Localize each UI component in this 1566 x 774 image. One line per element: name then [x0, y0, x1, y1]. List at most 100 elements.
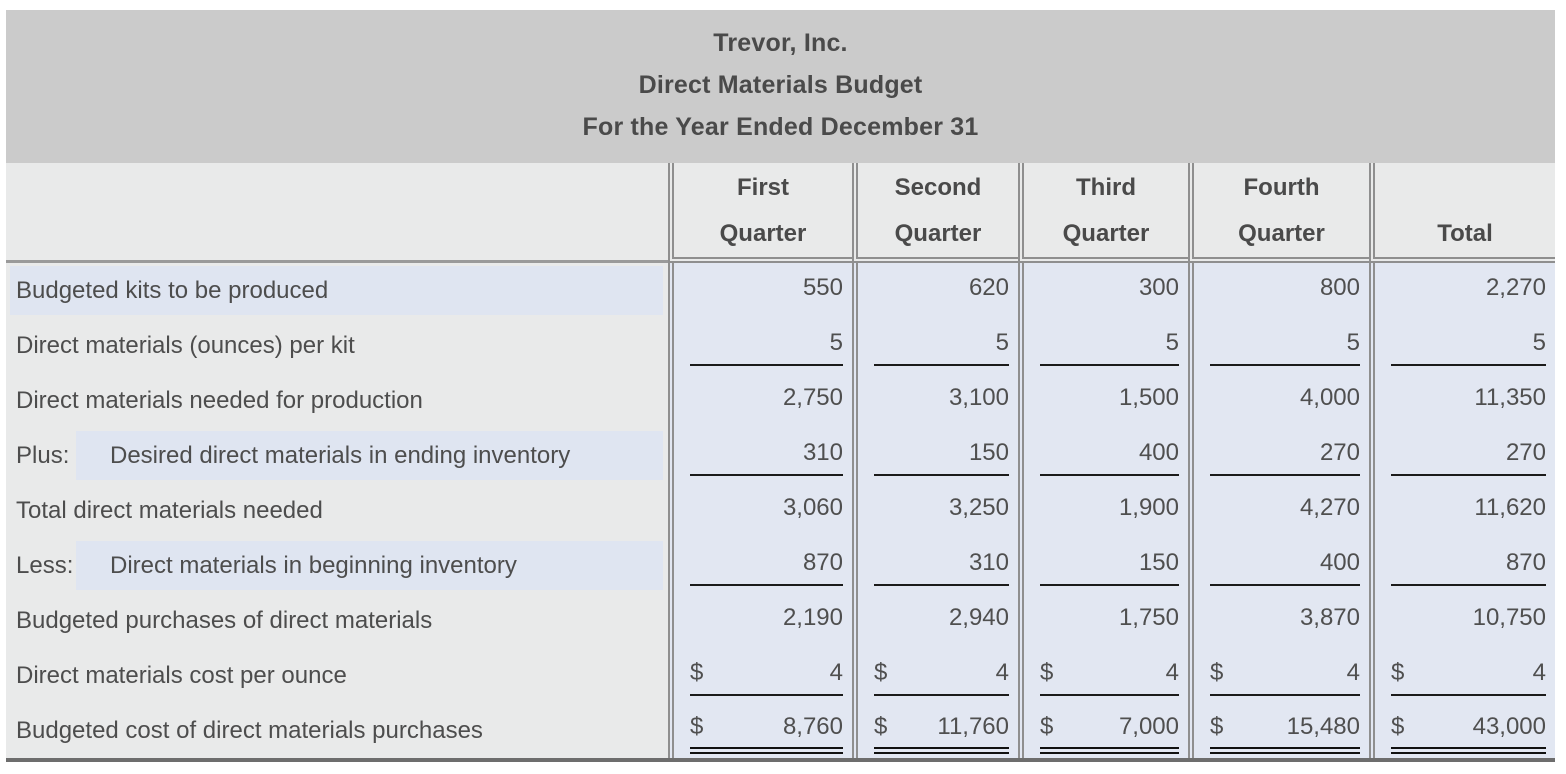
cell-value: 4: [1532, 659, 1546, 686]
value-line: 800: [1210, 274, 1360, 311]
value-line: 2,750: [690, 384, 843, 421]
cell-value: 270: [1505, 439, 1546, 466]
currency-symbol: $: [1210, 659, 1224, 686]
row-label: Direct materials cost per ounce: [16, 661, 347, 689]
row-label-highlight: Desired direct materials in ending inven…: [76, 431, 663, 480]
cell-value: 870: [802, 549, 843, 576]
report-period: For the Year Ended December 31: [582, 113, 979, 141]
cell-value: 10,750: [1472, 604, 1546, 631]
budget-grid: First Quarter Second Quarter Third Quart…: [6, 163, 1555, 758]
value-line: 3,870: [1210, 604, 1360, 641]
row-label-cell: Total direct materials needed: [6, 483, 668, 538]
cell-value: 5: [1165, 329, 1179, 356]
cell-value: 7,000: [1118, 713, 1179, 740]
currency-symbol: $: [874, 659, 888, 686]
report-title: Direct Materials Budget: [638, 71, 923, 99]
currency-symbol: $: [1391, 659, 1405, 686]
value-line: 3,060: [690, 494, 843, 531]
value-cell: 1,900: [1018, 483, 1188, 538]
cell-value: 400: [1138, 439, 1179, 466]
cell-value: 1,500: [1118, 384, 1179, 411]
cell-value: 4: [1165, 659, 1179, 686]
underlined-value-line: 5: [1040, 329, 1179, 366]
underlined-value-line: 870: [690, 549, 843, 586]
value-cell: 4,270: [1188, 483, 1369, 538]
cell-value: 5: [995, 329, 1009, 356]
cell-value: 43,000: [1472, 713, 1546, 740]
value-cell: 4,000: [1188, 373, 1369, 428]
cell-value: 3,250: [948, 494, 1009, 521]
row-label-cell: Direct materials cost per ounce: [6, 648, 668, 703]
row-label-cell: Direct materials (ounces) per kit: [6, 318, 668, 373]
underlined-value-line: 5: [874, 329, 1009, 366]
currency-symbol: $: [690, 659, 704, 686]
column-header-line1: First: [736, 174, 789, 201]
row-label: Budgeted cost of direct materials purcha…: [16, 716, 483, 744]
underlined-value-line: $8,760: [690, 713, 843, 754]
value-cell: $4: [1188, 648, 1369, 703]
row-label: Direct materials (ounces) per kit: [16, 331, 355, 359]
underlined-value-line: 270: [1210, 439, 1360, 476]
row-label: Total direct materials needed: [16, 496, 323, 524]
cell-value: 800: [1319, 274, 1360, 301]
value-cell: 10,750: [1369, 593, 1555, 648]
cell-value: 5: [829, 329, 843, 356]
cell-value: 550: [802, 274, 843, 301]
underlined-value-line: 310: [690, 439, 843, 476]
cell-value: 3,060: [782, 494, 843, 521]
cell-value: 4,270: [1299, 494, 1360, 521]
cell-value: 4: [829, 659, 843, 686]
cell-value: 300: [1138, 274, 1179, 301]
value-cell: $4: [1369, 648, 1555, 703]
value-line: 620: [874, 274, 1009, 311]
row-label: Budgeted purchases of direct materials: [16, 606, 433, 634]
value-cell: $4: [1018, 648, 1188, 703]
value-line: 3,100: [874, 384, 1009, 421]
underlined-value-line: $7,000: [1040, 713, 1179, 754]
row-label-prefix: Less:: [16, 551, 74, 579]
cell-value: 620: [968, 274, 1009, 301]
underlined-value-line: $43,000: [1391, 713, 1546, 754]
row-label-highlight: Budgeted kits to be produced: [10, 266, 663, 315]
value-cell: 550: [668, 263, 852, 318]
value-cell: 310: [668, 428, 852, 483]
value-cell: 400: [1018, 428, 1188, 483]
cell-value: 150: [1138, 549, 1179, 576]
value-cell: 3,870: [1188, 593, 1369, 648]
value-cell: 300: [1018, 263, 1188, 318]
underlined-value-line: 270: [1391, 439, 1546, 476]
currency-symbol: $: [690, 713, 704, 740]
value-cell: $8,760: [668, 703, 852, 758]
underlined-value-line: 400: [1040, 439, 1179, 476]
column-header-line2: Quarter: [894, 220, 982, 247]
value-cell: 400: [1188, 538, 1369, 593]
value-cell: 3,060: [668, 483, 852, 538]
cell-value: 11,760: [937, 713, 1009, 740]
cell-value: 4: [1346, 659, 1360, 686]
value-cell: 3,100: [852, 373, 1018, 428]
cell-value: 3,870: [1299, 604, 1360, 631]
cell-value: 1,900: [1118, 494, 1179, 521]
row-label: Budgeted kits to be produced: [16, 276, 329, 304]
value-line: 10,750: [1391, 604, 1546, 641]
value-cell: 2,750: [668, 373, 852, 428]
underlined-value-line: 5: [1391, 329, 1546, 366]
value-cell: 150: [852, 428, 1018, 483]
underlined-value-line: 150: [1040, 549, 1179, 586]
row-label-prefix: Plus:: [16, 441, 70, 469]
value-line: 550: [690, 274, 843, 311]
cell-value: 2,940: [948, 604, 1009, 631]
value-line: 4,000: [1210, 384, 1360, 421]
value-cell: $7,000: [1018, 703, 1188, 758]
value-cell: 270: [1369, 428, 1555, 483]
row-label-highlight: Direct materials in beginning inventory: [76, 541, 663, 590]
value-cell: 5: [852, 318, 1018, 373]
column-header-line1: Total: [1437, 220, 1493, 247]
column-header-line2: Quarter: [1062, 220, 1150, 247]
underlined-value-line: 5: [690, 329, 843, 366]
value-cell: 310: [852, 538, 1018, 593]
currency-symbol: $: [1040, 659, 1054, 686]
column-header-line1: Third: [1076, 174, 1136, 201]
cell-value: 5: [1346, 329, 1360, 356]
value-cell: 11,620: [1369, 483, 1555, 538]
